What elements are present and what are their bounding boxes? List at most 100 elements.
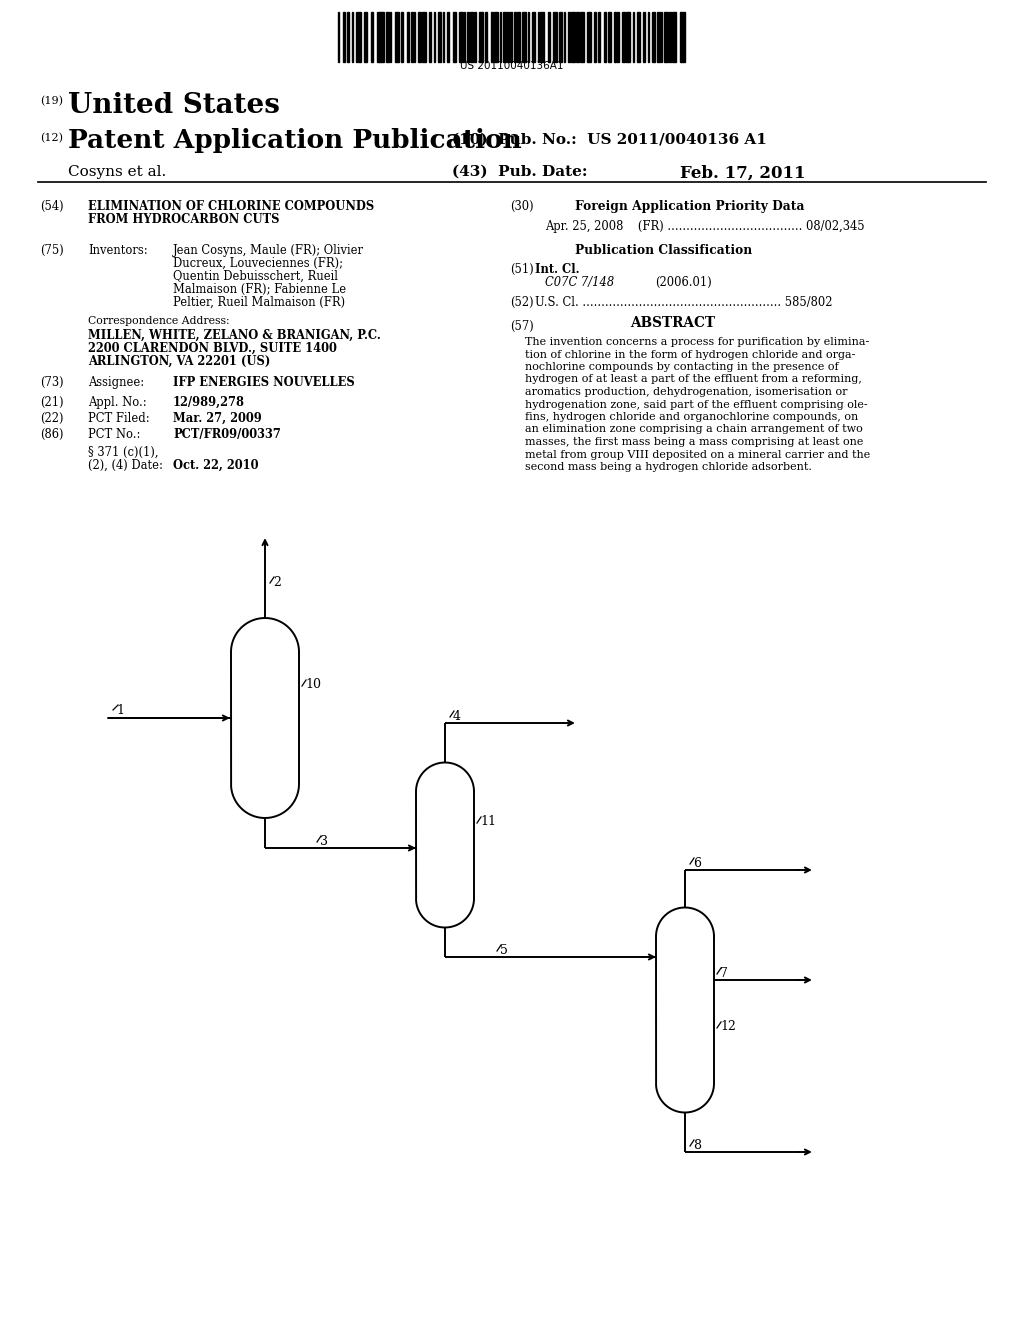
Text: US 20110040136A1: US 20110040136A1 <box>460 61 564 71</box>
Bar <box>541 12 544 62</box>
Text: (22): (22) <box>40 412 63 425</box>
Text: United States: United States <box>68 92 280 119</box>
Text: (10)  Pub. No.:  US 2011/0040136 A1: (10) Pub. No.: US 2011/0040136 A1 <box>452 133 767 147</box>
Bar <box>517 12 520 62</box>
Text: 2200 CLARENDON BLVD., SUITE 1400: 2200 CLARENDON BLVD., SUITE 1400 <box>88 342 337 355</box>
Text: 11: 11 <box>480 814 496 828</box>
Text: 10: 10 <box>305 678 321 690</box>
Text: Correspondence Address:: Correspondence Address: <box>88 315 229 326</box>
Text: Jean Cosyns, Maule (FR); Olivier: Jean Cosyns, Maule (FR); Olivier <box>173 244 364 257</box>
Text: MILLEN, WHITE, ZELANO & BRANIGAN, P.C.: MILLEN, WHITE, ZELANO & BRANIGAN, P.C. <box>88 329 381 342</box>
Bar <box>418 12 421 62</box>
Text: Feb. 17, 2011: Feb. 17, 2011 <box>680 165 806 182</box>
Bar <box>342 12 345 62</box>
Text: tion of chlorine in the form of hydrogen chloride and orga-: tion of chlorine in the form of hydrogen… <box>525 350 855 359</box>
Bar <box>459 12 463 62</box>
Text: 7: 7 <box>720 968 728 979</box>
Text: Patent Application Publication: Patent Application Publication <box>68 128 522 153</box>
Bar <box>371 12 374 62</box>
Text: Malmaison (FR); Fabienne Le: Malmaison (FR); Fabienne Le <box>173 282 346 296</box>
Bar <box>657 12 659 62</box>
Text: aromatics production, dehydrogenation, isomerisation or: aromatics production, dehydrogenation, i… <box>525 387 848 397</box>
Text: second mass being a hydrogen chloride adsorbent.: second mass being a hydrogen chloride ad… <box>525 462 812 473</box>
Bar <box>485 12 487 62</box>
Text: Apr. 25, 2008    (FR) .................................... 08/02,345: Apr. 25, 2008 (FR) .....................… <box>545 220 864 234</box>
Bar <box>357 12 360 62</box>
Bar <box>548 12 550 62</box>
Bar <box>665 12 668 62</box>
Text: Cosyns et al.: Cosyns et al. <box>68 165 166 180</box>
Text: fins, hydrogen chloride and organochlorine compounds, on: fins, hydrogen chloride and organochlori… <box>525 412 858 422</box>
Text: Foreign Application Priority Data: Foreign Application Priority Data <box>575 201 805 213</box>
Bar <box>412 12 413 62</box>
Text: metal from group VIII deposited on a mineral carrier and the: metal from group VIII deposited on a min… <box>525 450 870 459</box>
Text: hydrogen of at least a part of the effluent from a reforming,: hydrogen of at least a part of the efflu… <box>525 375 862 384</box>
Text: (86): (86) <box>40 428 63 441</box>
Bar <box>637 12 640 62</box>
Text: (75): (75) <box>40 244 63 257</box>
Bar <box>598 12 600 62</box>
Text: Ducreux, Louveciennes (FR);: Ducreux, Louveciennes (FR); <box>173 257 343 271</box>
Bar <box>453 12 456 62</box>
Bar <box>490 12 493 62</box>
Text: Oct. 22, 2010: Oct. 22, 2010 <box>173 459 258 473</box>
Text: (43)  Pub. Date:: (43) Pub. Date: <box>452 165 588 180</box>
Text: (21): (21) <box>40 396 63 409</box>
Text: 5: 5 <box>500 944 508 957</box>
Bar <box>622 12 625 62</box>
Text: 3: 3 <box>319 836 328 847</box>
Text: 2: 2 <box>273 576 281 589</box>
Text: (57): (57) <box>510 319 534 333</box>
Text: 12: 12 <box>720 1020 736 1034</box>
Text: Publication Classification: Publication Classification <box>575 244 753 257</box>
Text: 6: 6 <box>693 857 701 870</box>
Text: (2006.01): (2006.01) <box>655 276 712 289</box>
Bar <box>627 12 630 62</box>
Bar <box>588 12 591 62</box>
Text: hydrogenation zone, said part of the effluent comprising ole-: hydrogenation zone, said part of the eff… <box>525 400 867 409</box>
Text: (52): (52) <box>510 296 534 309</box>
Bar <box>575 12 580 62</box>
Bar <box>470 12 473 62</box>
Text: 8: 8 <box>693 1139 701 1152</box>
Bar <box>558 12 562 62</box>
Bar <box>522 12 526 62</box>
Bar <box>643 12 645 62</box>
Text: IFP ENERGIES NOUVELLES: IFP ENERGIES NOUVELLES <box>173 376 354 389</box>
Bar <box>381 12 384 62</box>
Polygon shape <box>656 908 714 1113</box>
Text: masses, the first mass being a mass comprising at least one: masses, the first mass being a mass comp… <box>525 437 863 447</box>
Bar <box>669 12 671 62</box>
Bar <box>438 12 441 62</box>
Bar <box>495 12 498 62</box>
Bar <box>594 12 596 62</box>
Text: Assignee:: Assignee: <box>88 376 144 389</box>
Bar <box>532 12 536 62</box>
Bar <box>514 12 516 62</box>
Text: PCT Filed:: PCT Filed: <box>88 412 150 425</box>
Bar <box>660 12 663 62</box>
Bar <box>347 12 349 62</box>
Text: 12/989,278: 12/989,278 <box>173 396 245 409</box>
Text: PCT/FR09/00337: PCT/FR09/00337 <box>173 428 281 441</box>
Text: ELIMINATION OF CHLORINE COMPOUNDS: ELIMINATION OF CHLORINE COMPOUNDS <box>88 201 374 213</box>
Polygon shape <box>416 763 474 928</box>
Text: Inventors:: Inventors: <box>88 244 147 257</box>
Text: Peltier, Rueil Malmaison (FR): Peltier, Rueil Malmaison (FR) <box>173 296 345 309</box>
Text: an elimination zone comprising a chain arrangement of two: an elimination zone comprising a chain a… <box>525 425 863 434</box>
Text: The invention concerns a process for purification by elimina-: The invention concerns a process for pur… <box>525 337 869 347</box>
Text: 1: 1 <box>116 704 124 717</box>
Text: Appl. No.:: Appl. No.: <box>88 396 146 409</box>
Bar <box>651 12 655 62</box>
Bar <box>377 12 380 62</box>
Bar <box>553 12 557 62</box>
Polygon shape <box>231 618 299 818</box>
Bar <box>507 12 509 62</box>
Text: (19): (19) <box>40 96 63 107</box>
Text: Mar. 27, 2009: Mar. 27, 2009 <box>173 412 262 425</box>
Bar <box>479 12 482 62</box>
Bar <box>682 12 685 62</box>
Text: (12): (12) <box>40 133 63 144</box>
Text: (2), (4) Date:: (2), (4) Date: <box>88 459 163 473</box>
Text: Int. Cl.: Int. Cl. <box>535 263 580 276</box>
